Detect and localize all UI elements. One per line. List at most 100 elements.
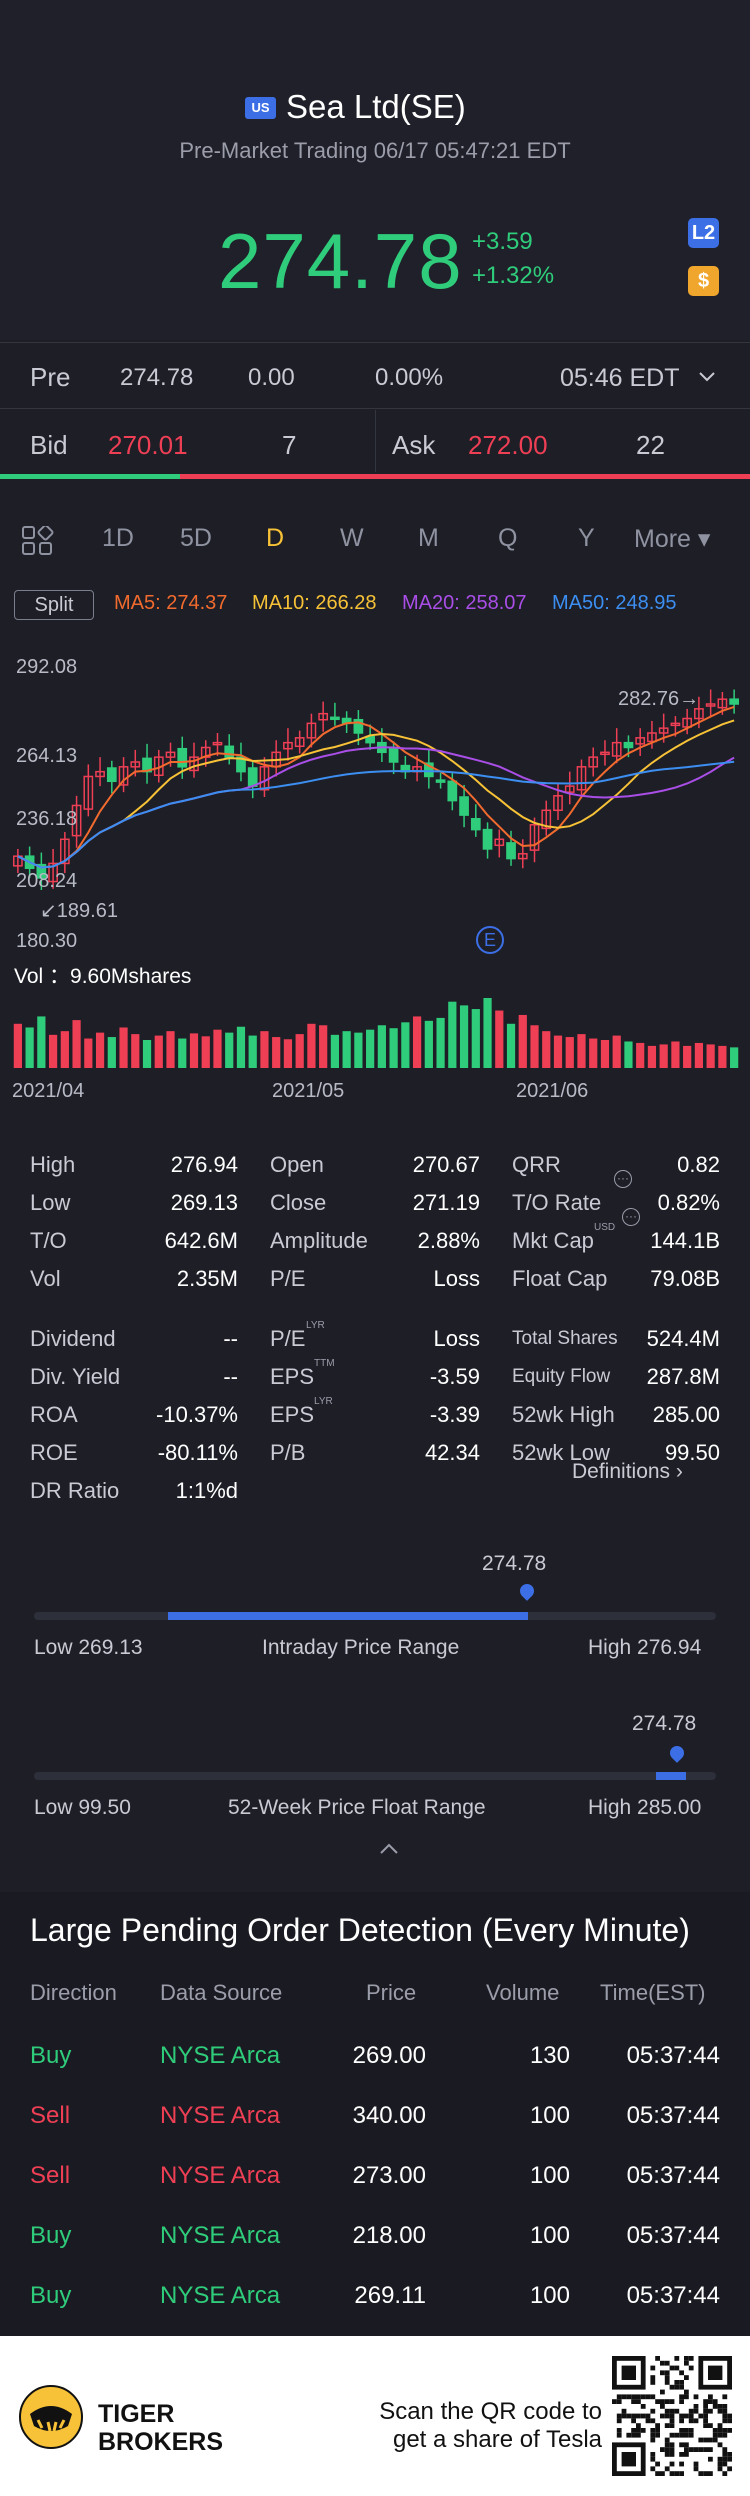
stat-value: 269.13	[170, 1190, 238, 1215]
volume-bar	[342, 1031, 351, 1068]
ma20-value: MA20: 258.07	[402, 592, 527, 614]
order-direction: Buy	[30, 2222, 72, 2249]
candle-body	[71, 804, 82, 837]
tab-more[interactable]: More ▾	[634, 525, 711, 553]
tab-y[interactable]: Y	[578, 524, 595, 552]
week52-high: High 285.00	[588, 1796, 702, 1819]
stat-value: --	[223, 1326, 238, 1351]
info-icon[interactable]: ···	[614, 1170, 632, 1188]
info-icon[interactable]: ···	[622, 1208, 640, 1226]
order-volume: 100	[529, 2102, 570, 2129]
candle-body	[353, 718, 364, 734]
order-volume: 100	[529, 2282, 570, 2309]
candle-body	[365, 735, 375, 744]
candle-body	[647, 732, 657, 743]
ma50-line	[17, 760, 735, 869]
level2-icon[interactable]: L2	[688, 218, 719, 248]
stat-label: Open	[270, 1152, 324, 1177]
price-chart[interactable]	[0, 640, 750, 1090]
col-header-source: Data Source	[160, 1980, 283, 2005]
volume-bar	[683, 1045, 692, 1068]
order-source: NYSE Arca	[160, 2222, 281, 2249]
volume-bar	[142, 1040, 152, 1068]
volume-bar	[166, 1031, 175, 1068]
tab-q[interactable]: Q	[498, 524, 518, 552]
volume-bar	[624, 1041, 633, 1068]
volume-bar	[495, 1010, 504, 1068]
ma50-value: MA50: 248.95	[552, 592, 677, 614]
stat-value: 524.4M	[646, 1326, 720, 1351]
stat-label: Equity Flow	[512, 1366, 611, 1387]
candle-body	[553, 795, 563, 812]
stat-value: 0.82%	[657, 1190, 720, 1215]
volume-bar	[448, 1001, 457, 1068]
pre-time[interactable]: 05:46 EDT	[560, 364, 680, 392]
tab-w[interactable]: W	[340, 524, 364, 552]
candle-body	[670, 722, 681, 727]
volume-bar	[213, 1029, 222, 1068]
chevron-down-icon[interactable]	[698, 370, 716, 384]
volume-bar	[189, 1033, 199, 1068]
tab-d[interactable]: D	[266, 524, 285, 552]
y-tick: 180.30	[16, 930, 78, 952]
candle-body	[682, 717, 693, 728]
dollar-icon[interactable]: $	[688, 266, 719, 296]
stat-superscript: USD	[594, 1222, 616, 1233]
intraday-current: 274.78	[482, 1552, 547, 1575]
volume-bar	[307, 1023, 316, 1068]
order-time: 05:37:44	[626, 2102, 720, 2129]
earnings-event-icon[interactable]: E	[476, 926, 504, 954]
candle-body	[435, 779, 446, 783]
candle-body	[388, 747, 399, 763]
intraday-high: High 276.94	[588, 1636, 702, 1659]
volume-bar	[518, 1014, 527, 1068]
volume-bar	[589, 1038, 598, 1068]
stat-value: 276.94	[170, 1152, 238, 1177]
divider	[0, 342, 750, 343]
stock-title: Sea Ltd(SE)	[286, 88, 466, 125]
stat-label: Vol	[30, 1266, 61, 1291]
bid-label: Bid	[30, 430, 68, 460]
volume-bar	[248, 1035, 257, 1068]
volume-bar	[659, 1044, 668, 1068]
tab-5d[interactable]: 5D	[180, 524, 212, 552]
qr-code[interactable]	[612, 2356, 732, 2476]
pre-change: 0.00	[248, 364, 295, 391]
week52-current: 274.78	[632, 1712, 697, 1735]
volume-bar	[366, 1029, 375, 1068]
stat-label: Low	[30, 1190, 71, 1215]
candle-body	[13, 855, 23, 867]
stock-header: US Sea Ltd(SE) Pre-Market Trading 06/17 …	[0, 0, 750, 340]
stat-label: Dividend	[30, 1326, 116, 1351]
candle-body	[48, 862, 58, 883]
candle-body	[177, 747, 188, 768]
stat-value: -80.11%	[157, 1440, 238, 1465]
volume-bar	[647, 1045, 657, 1068]
stat-value: 99.50	[664, 1440, 720, 1465]
volume-bar	[37, 1016, 46, 1068]
tab-m[interactable]: M	[418, 524, 439, 552]
stat-label: ROE	[30, 1440, 78, 1465]
volume-bar	[718, 1045, 727, 1068]
candle-body	[236, 756, 246, 773]
candle-body	[600, 751, 610, 756]
candle-body	[517, 853, 528, 860]
grid-icon[interactable]	[22, 526, 54, 556]
y-tick: 264.13	[16, 745, 78, 767]
order-volume: 100	[529, 2162, 570, 2189]
col-header-time: Time(EST)	[600, 1980, 706, 2005]
y-tick: 208.24	[16, 870, 78, 892]
stat-label: P/E	[270, 1266, 306, 1291]
candle-body	[165, 751, 176, 758]
stat-label: High	[30, 1152, 76, 1177]
volume-label: Vol ：9.60Mshares	[14, 965, 192, 988]
tab-1d[interactable]: 1D	[102, 524, 134, 552]
candle-body	[482, 828, 493, 850]
stat-label: EPS	[270, 1402, 315, 1427]
order-price: 340.00	[352, 2102, 426, 2129]
order-price: 269.00	[352, 2042, 426, 2069]
definitions-link[interactable]: Definitions ›	[572, 1460, 683, 1483]
candle-body	[283, 741, 293, 750]
chevron-up-icon[interactable]	[378, 1842, 400, 1856]
split-button[interactable]: Split	[14, 590, 94, 620]
